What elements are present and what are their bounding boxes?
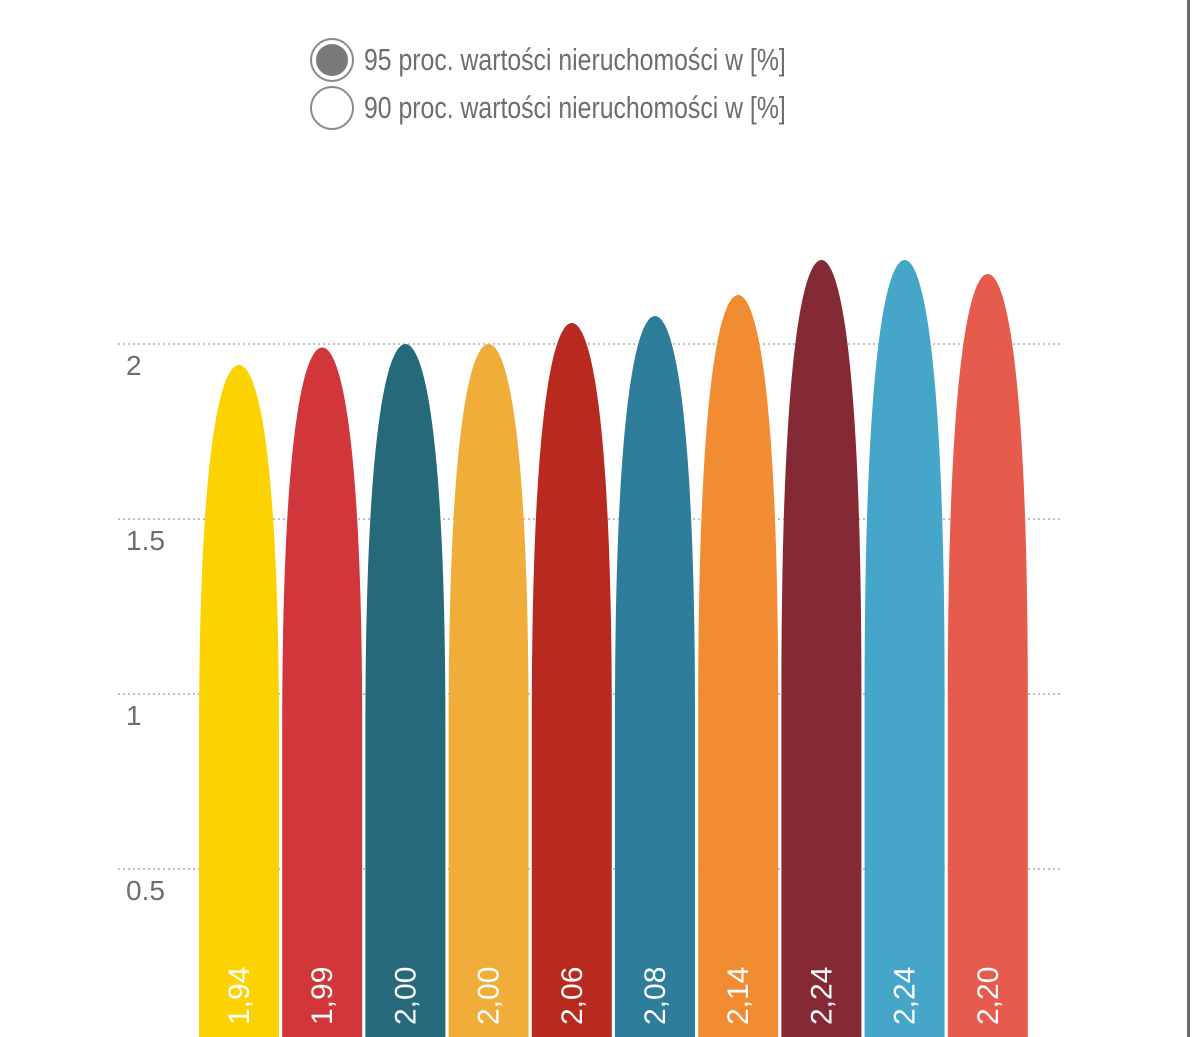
legend-item-90[interactable]: 90 proc. wartości nieruchomości w [%] <box>310 84 930 132</box>
data-label: 2,24 <box>889 967 922 1025</box>
bar[interactable] <box>282 347 363 1037</box>
bars <box>199 260 1028 1037</box>
y-axis-ticks: 00.511.52 <box>126 350 165 906</box>
bar[interactable] <box>615 316 695 1037</box>
bar[interactable] <box>864 260 945 1037</box>
legend-label-95: 95 proc. wartości nieruchomości w [%] <box>364 42 786 77</box>
legend-label-90: 90 proc. wartości nieruchomości w [%] <box>364 90 786 125</box>
legend-item-95[interactable]: 95 proc. wartości nieruchomości w [%] <box>310 36 930 84</box>
data-label: 2,14 <box>722 967 755 1025</box>
bar[interactable] <box>365 344 446 1037</box>
y-tick-label: 1.5 <box>126 525 165 556</box>
bar[interactable] <box>698 295 779 1037</box>
data-label: 2,06 <box>556 967 589 1025</box>
data-label: 2,24 <box>805 967 838 1025</box>
y-tick-label: 0.5 <box>126 875 165 906</box>
legend: 95 proc. wartości nieruchomości w [%] 90… <box>310 36 930 132</box>
data-label: 2,00 <box>389 967 422 1025</box>
bar[interactable] <box>781 260 862 1037</box>
bar[interactable] <box>199 365 279 1037</box>
data-label: 2,00 <box>473 967 506 1025</box>
bar[interactable] <box>531 323 612 1037</box>
bar[interactable] <box>947 274 1028 1037</box>
y-tick-label: 2 <box>126 350 142 381</box>
data-label: 1,94 <box>223 967 256 1025</box>
bar[interactable] <box>448 344 529 1037</box>
data-label: 2,08 <box>639 967 672 1025</box>
data-label: 1,99 <box>306 967 339 1025</box>
radio-selected-icon[interactable] <box>310 38 354 82</box>
y-tick-label: 1 <box>126 700 142 731</box>
data-label: 2,20 <box>972 967 1005 1025</box>
radio-unselected-icon[interactable] <box>310 86 354 130</box>
right-edge-divider <box>1187 0 1190 1037</box>
data-labels: 1,94 1,99 2,00 2,00 2,06 2,08 2,14 2,24 2,24 2,20 <box>223 967 1005 1025</box>
